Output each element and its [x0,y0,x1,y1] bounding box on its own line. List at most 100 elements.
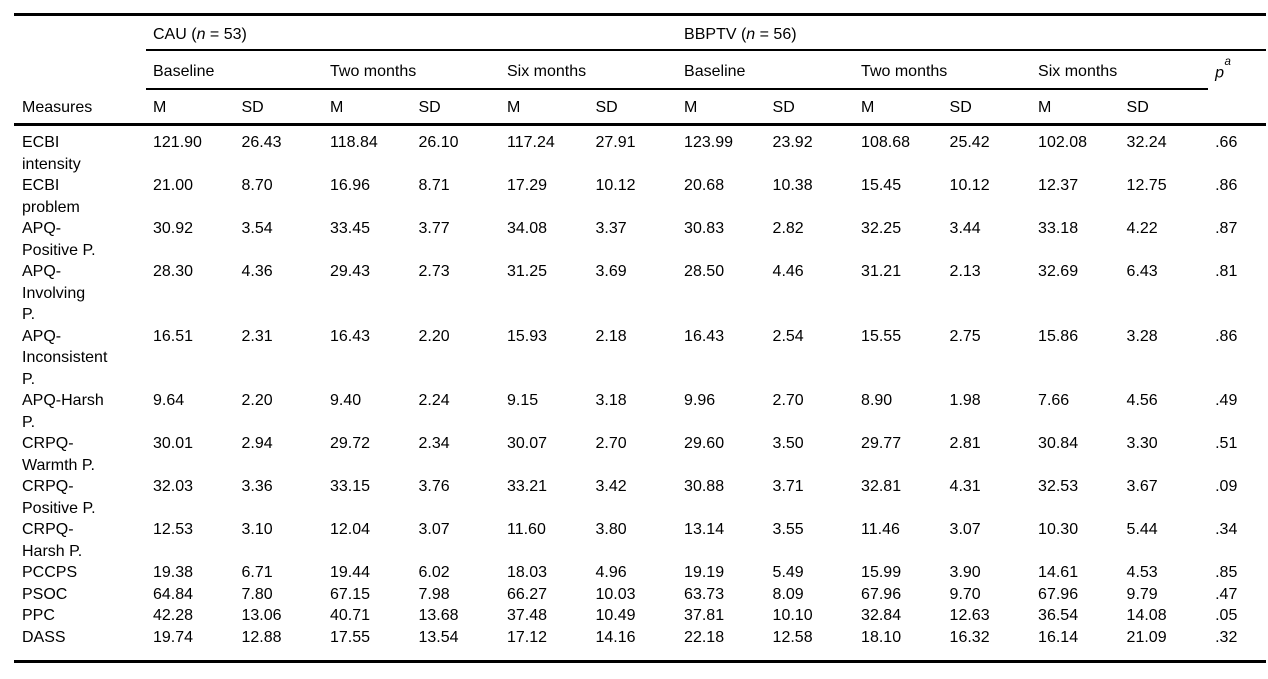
value-cell: 4.96 [595,564,627,581]
value-cell: 10.30 [1038,521,1079,538]
value-cell: 3.30 [1126,435,1158,452]
stat-header-m: M [146,89,235,126]
value-cell: 9.96 [684,392,716,409]
stat-header-m: M [500,89,589,126]
value-cell: 63.73 [684,585,725,603]
p-value-cell: .81 [1215,263,1238,280]
value-cell: 4.46 [772,263,804,280]
value-cell: 14.61 [1038,564,1079,581]
value-cell: 8.90 [861,392,893,409]
time-header-cau-two-months: Two months [323,50,500,90]
stat-header-sd: SD [411,89,500,126]
value-cell: 16.43 [330,327,371,345]
measure-label: PPC [22,607,55,624]
value-cell: 2.82 [772,220,804,237]
value-cell: 16.43 [684,327,725,345]
value-cell: 3.07 [949,521,981,538]
value-cell: 6.71 [241,564,273,581]
p-header-superscript: a [1224,55,1231,68]
value-cell: 3.90 [949,564,981,581]
value-cell: 32.53 [1038,478,1079,495]
value-cell: 2.13 [949,263,981,280]
value-cell: 7.66 [1038,392,1070,409]
value-cell: 23.92 [772,134,813,151]
value-cell: 25.42 [949,134,990,151]
measure-label: ECBI problem [22,177,80,216]
value-cell: 102.08 [1038,134,1087,151]
value-cell: 29.72 [330,435,371,452]
table-row: APQ- Involving P. 28.30 4.36 29.43 2.73 31.25… [14,261,1266,326]
value-cell: 17.29 [507,177,548,194]
value-cell: 3.67 [1126,478,1158,495]
value-cell: 12.63 [949,607,990,624]
group-label-text: = 56) [755,26,797,43]
measure-label: PSOC [22,585,68,603]
value-cell: 29.60 [684,435,725,452]
value-cell: 15.99 [861,564,902,581]
measure-label: CRPQ- Positive P. [22,478,96,517]
value-cell: 3.44 [949,220,981,237]
value-cell: 10.12 [595,177,636,194]
value-cell: 2.81 [949,435,981,452]
value-cell: 4.36 [241,263,273,280]
value-cell: 42.28 [153,607,194,624]
value-cell: 2.18 [595,327,627,345]
value-cell: 30.83 [684,220,725,237]
stat-header-sd: SD [942,89,1032,126]
value-cell: 32.81 [861,478,902,495]
value-cell: 9.64 [153,392,185,409]
value-cell: 30.01 [153,435,194,452]
stat-header-m: M [323,89,412,126]
value-cell: 8.71 [418,177,450,194]
value-cell: 32.24 [1126,134,1167,151]
measure-label: APQ- Positive P. [22,220,96,259]
value-cell: 6.43 [1126,263,1158,280]
group-label-text: = 53) [205,26,247,43]
value-cell: 117.24 [507,134,555,151]
stat-header-sd: SD [765,89,855,126]
measure-label: CRPQ- Warmth P. [22,435,95,474]
p-value-cell: .49 [1215,392,1238,409]
value-cell: 4.53 [1126,564,1158,581]
stat-header-row: Measures M SD M SD M SD M SD M SD M SD [14,89,1267,126]
p-value-cell: .86 [1215,177,1238,194]
value-cell: 66.27 [507,585,548,603]
value-cell: 7.80 [241,585,273,603]
value-cell: 29.77 [861,435,902,452]
value-cell: 18.10 [854,626,943,663]
group-label-n: n [196,26,206,43]
p-value-cell: .66 [1215,134,1238,151]
table-row: APQ- Inconsistent P. 16.51 2.31 16.43 2.20 15… [14,326,1266,391]
value-cell: 5.49 [772,564,804,581]
table-row: PSOC 64.84 7.80 67.15 7.98 66.27 10.03 63.73 8.0… [14,584,1266,606]
value-cell: 29.43 [330,263,371,280]
stat-header-sd: SD [234,89,323,126]
value-cell: 17.12 [500,626,589,663]
p-value-cell: .51 [1215,435,1238,452]
value-cell: 30.07 [507,435,548,452]
table-row: PPC 42.28 13.06 40.71 13.68 37.48 10.49 37.81 10… [14,605,1266,627]
value-cell: 16.96 [330,177,371,194]
value-cell: 22.18 [677,626,766,663]
value-cell: 31.21 [861,263,902,280]
value-cell: 32.25 [861,220,902,237]
value-cell: 3.80 [595,521,627,538]
value-cell: 30.88 [684,478,725,495]
value-cell: 2.31 [241,327,273,345]
value-cell: 3.77 [418,220,450,237]
value-cell: 13.14 [684,521,725,538]
group-label-n: n [746,26,756,43]
table-body: ECBI intensity 121.90 26.43 118.84 26.10 117.… [14,125,1267,663]
measure-label: ECBI intensity [22,134,81,173]
value-cell: 3.54 [241,220,273,237]
value-cell: 3.69 [595,263,627,280]
value-cell: 11.60 [507,521,546,538]
p-value-cell: .34 [1215,521,1238,538]
value-cell: 2.34 [418,435,450,452]
value-cell: 8.09 [772,585,804,603]
value-cell: 13.68 [418,607,459,624]
table-row: ECBI intensity 121.90 26.43 118.84 26.10 117.… [14,125,1266,176]
value-cell: 20.68 [684,177,725,194]
value-cell: 12.37 [1038,177,1079,194]
group-label-text: CAU ( [153,26,197,43]
